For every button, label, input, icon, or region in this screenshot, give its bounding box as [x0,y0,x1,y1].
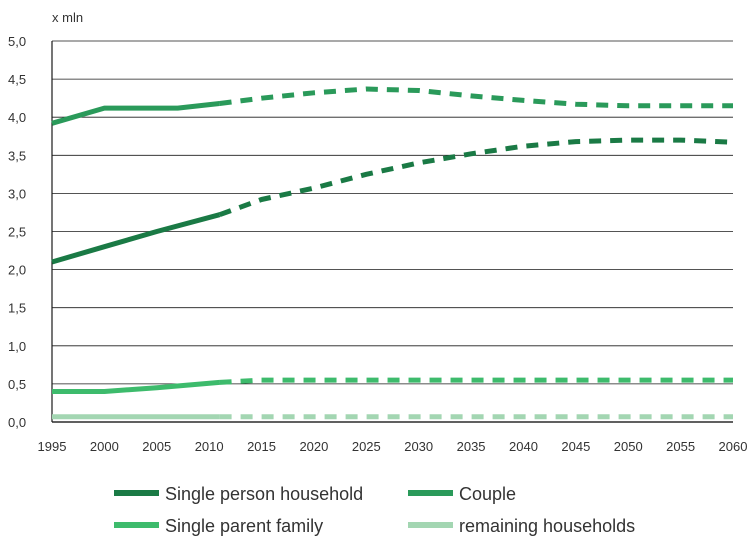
x-tick-label: 2030 [404,439,433,454]
x-tick-label: 2050 [614,439,643,454]
legend-label: remaining households [459,516,635,536]
y-tick-label: 2,0 [8,263,26,278]
series-line-actual [51,212,221,265]
x-tick-label: 2040 [509,439,538,454]
series-line-forecast [219,377,733,385]
x-tick-label: 2000 [90,439,119,454]
legend-item: remaining households [408,516,635,536]
y-tick-label: 5,0 [8,34,26,49]
x-tick-label: 2055 [666,439,695,454]
series-line-forecast [218,137,734,218]
series-0 [51,137,734,265]
legend: Single person household Couple Single pare… [114,484,635,536]
y-tick-label: 2,5 [8,225,26,240]
y-tick-label: 4,5 [8,72,26,87]
series-line-forecast [219,86,733,109]
x-tick-label: 2020 [299,439,328,454]
y-tick-labels: 0,0 0,5 1,0 1,5 2,0 2,5 3,0 3,5 4,0 4,5 5,0 [8,34,26,430]
y-tick-label: 1,5 [8,301,26,316]
series-1 [51,86,733,126]
y-tick-label: 0,5 [8,377,26,392]
x-tick-label: 2010 [195,439,224,454]
legend-swatch [114,522,159,528]
y-tick-label: 3,5 [8,148,26,163]
y-tick-label: 0,0 [8,415,26,430]
series-line-actual [51,101,220,126]
x-tick-labels: 1995 2000 2005 2010 2015 2020 2025 2030 2035 2040… [38,439,747,454]
x-tick-label: 2035 [457,439,486,454]
y-tick-label: 3,0 [8,186,26,201]
series-line-actual [52,379,220,394]
y-tick-label: 4,0 [8,110,26,125]
legend-item: Couple [408,484,516,504]
y-tick-label: 1,0 [8,339,26,354]
legend-swatch [114,490,159,496]
x-tick-label: 2005 [142,439,171,454]
legend-label: Single parent family [165,516,323,536]
series-2 [52,377,733,394]
unit-label: x mln [52,10,83,25]
x-tick-label: 1995 [38,439,67,454]
legend-swatch [408,522,453,528]
x-tick-label: 2045 [561,439,590,454]
legend-item: Single parent family [114,516,323,536]
x-tick-label: 2015 [247,439,276,454]
series-lines [51,86,734,420]
x-tick-label: 2025 [352,439,381,454]
x-tick-label: 2060 [719,439,747,454]
legend-label: Couple [459,484,516,504]
legend-label: Single person household [165,484,363,504]
legend-swatch [408,490,453,496]
legend-item: Single person household [114,484,363,504]
